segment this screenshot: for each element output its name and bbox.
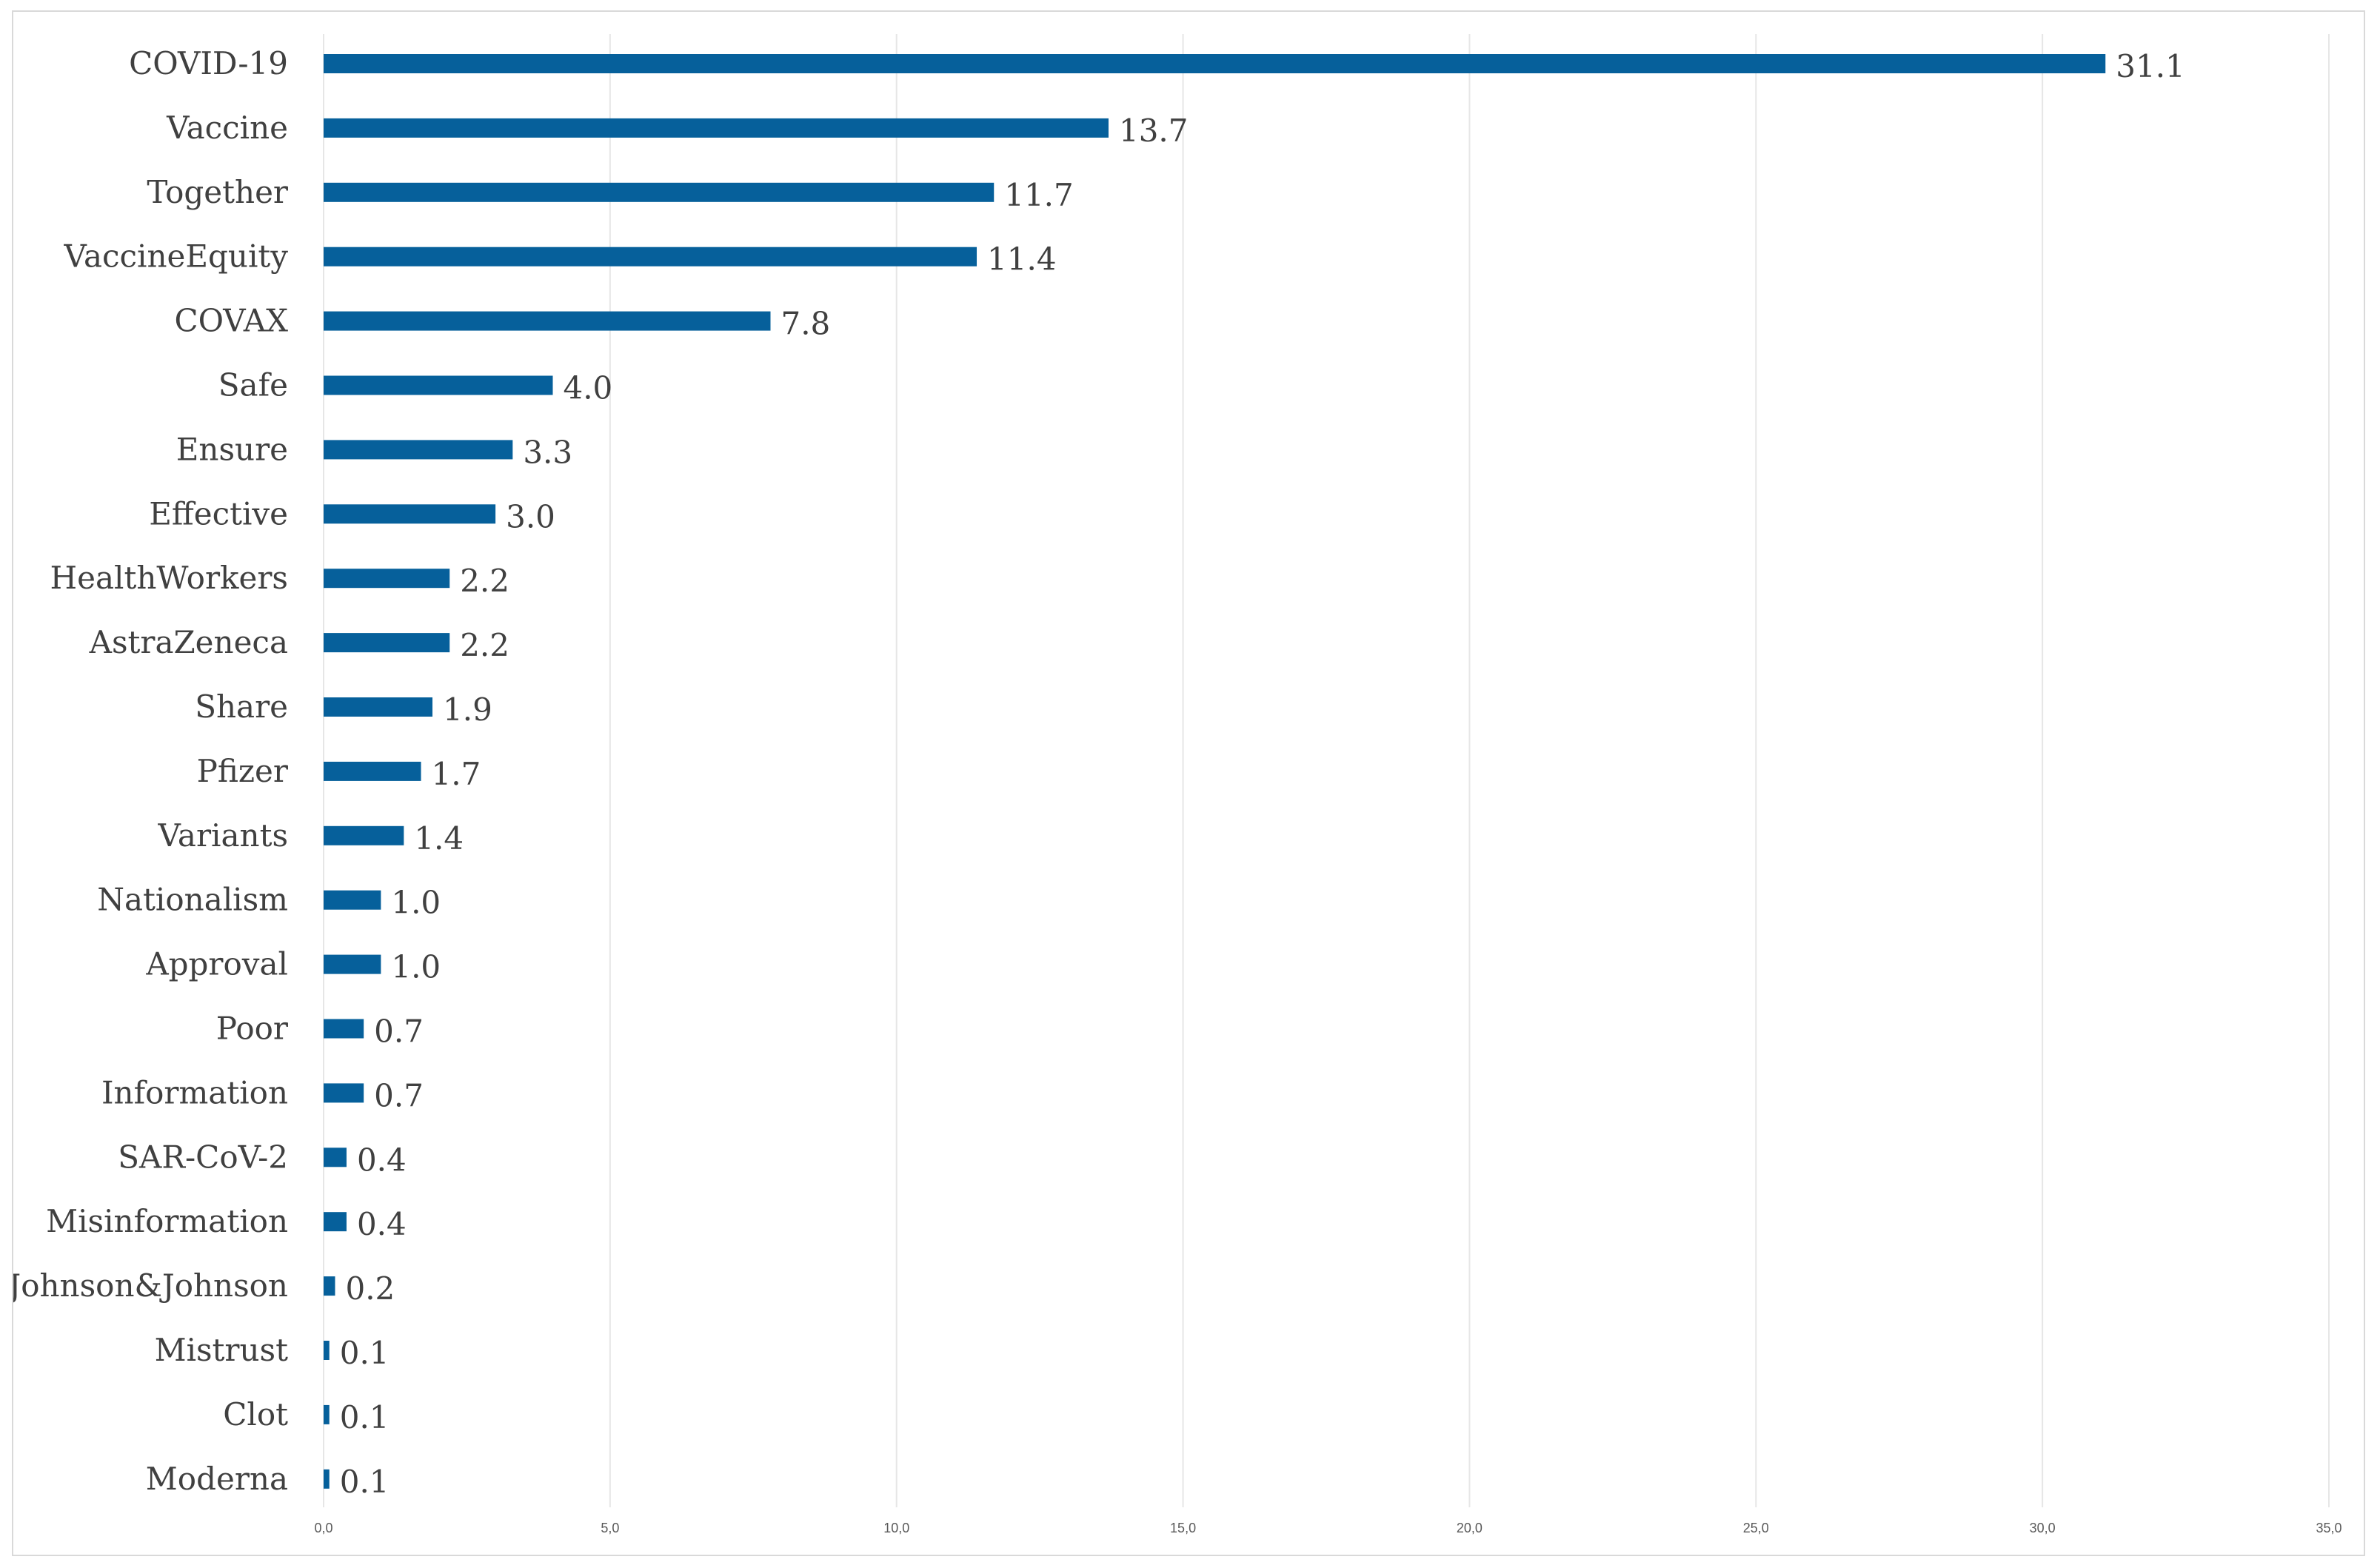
value-label: 0.4 bbox=[357, 1142, 407, 1178]
category-label: VaccineEquity bbox=[63, 238, 288, 275]
value-label: 4.0 bbox=[563, 370, 612, 406]
value-label: 0.1 bbox=[340, 1335, 390, 1371]
bar-chart: 0,0 5,0 10,0 15,0 20,0 25,0 30,0 35,0 COVID-19 V… bbox=[13, 34, 2342, 1535]
bar bbox=[324, 1469, 330, 1489]
bar bbox=[324, 311, 771, 331]
bar bbox=[324, 54, 2106, 73]
value-label: 0.4 bbox=[357, 1206, 407, 1242]
category-label: Mistrust bbox=[155, 1332, 289, 1368]
bar bbox=[324, 1019, 364, 1039]
x-tick-label: 25,0 bbox=[1743, 1521, 1769, 1535]
value-label: 7.8 bbox=[780, 306, 830, 342]
category-label: Information bbox=[101, 1074, 288, 1110]
bar bbox=[324, 1212, 347, 1232]
value-label: 3.0 bbox=[506, 498, 555, 535]
category-label: Johnson&Johnson bbox=[13, 1267, 288, 1304]
value-label: 1.0 bbox=[391, 885, 441, 921]
bar bbox=[324, 247, 977, 267]
x-tick-label: 30,0 bbox=[2030, 1521, 2056, 1535]
x-tick-label: 5,0 bbox=[601, 1521, 619, 1535]
x-tick-label: 15,0 bbox=[1170, 1521, 1196, 1535]
bar bbox=[324, 890, 381, 910]
value-label: 11.7 bbox=[1004, 177, 1074, 213]
value-label: 0.7 bbox=[374, 1077, 424, 1113]
category-label: Misinformation bbox=[46, 1203, 288, 1239]
category-label: Poor bbox=[216, 1011, 289, 1047]
value-label: 1.0 bbox=[391, 949, 441, 985]
bar bbox=[324, 569, 450, 589]
category-label: Moderna bbox=[146, 1461, 288, 1497]
bar bbox=[324, 633, 450, 653]
category-label: Nationalism bbox=[97, 882, 288, 918]
category-label: SAR-CoV-2 bbox=[118, 1139, 288, 1175]
value-label: 11.4 bbox=[987, 241, 1057, 278]
bar bbox=[324, 954, 381, 974]
bar bbox=[324, 440, 513, 460]
category-label: Effective bbox=[149, 495, 288, 532]
bar bbox=[324, 697, 433, 717]
category-label: AstraZeneca bbox=[89, 624, 288, 660]
category-label: Vaccine bbox=[166, 110, 288, 146]
value-label: 0.2 bbox=[345, 1270, 395, 1307]
bar bbox=[324, 761, 421, 781]
bar bbox=[324, 1276, 335, 1296]
x-axis-ticks: 0,0 5,0 10,0 15,0 20,0 25,0 30,0 35,0 bbox=[314, 1521, 2341, 1535]
value-label: 31.1 bbox=[2116, 48, 2185, 84]
category-label: COVID-19 bbox=[129, 45, 288, 81]
value-label: 0.1 bbox=[340, 1399, 390, 1435]
value-label: 3.3 bbox=[523, 434, 572, 470]
bar bbox=[324, 182, 995, 202]
category-label: HealthWorkers bbox=[50, 560, 288, 596]
value-label: 2.2 bbox=[460, 627, 509, 663]
chart-frame: 0,0 5,0 10,0 15,0 20,0 25,0 30,0 35,0 COVID-19 V… bbox=[12, 10, 2365, 1556]
bars bbox=[324, 54, 2106, 1489]
category-label: Pfizer bbox=[197, 753, 289, 789]
value-label: 13.7 bbox=[1119, 113, 1189, 149]
bar bbox=[324, 1147, 347, 1167]
category-label: Safe bbox=[218, 367, 288, 403]
category-label: COVAX bbox=[174, 303, 288, 339]
bar bbox=[324, 1083, 364, 1103]
value-label: 1.9 bbox=[443, 691, 492, 728]
x-tick-label: 10,0 bbox=[883, 1521, 909, 1535]
x-tick-label: 35,0 bbox=[2316, 1521, 2341, 1535]
gridlines bbox=[323, 34, 2330, 1507]
value-labels: 31.1 13.7 11.7 11.4 7.8 4.0 3.3 3.0 2.2 2.2 1.9 1.7… bbox=[340, 48, 2185, 1500]
bar bbox=[324, 375, 553, 395]
category-label: Share bbox=[195, 688, 288, 725]
bar bbox=[324, 1404, 330, 1424]
bar bbox=[324, 1341, 330, 1360]
category-label: Together bbox=[147, 174, 289, 210]
category-label: Ensure bbox=[176, 431, 288, 467]
category-label: Approval bbox=[145, 946, 288, 982]
value-label: 2.2 bbox=[460, 563, 509, 599]
value-label: 0.7 bbox=[374, 1013, 424, 1050]
value-label: 0.1 bbox=[340, 1464, 390, 1500]
x-tick-label: 20,0 bbox=[1457, 1521, 1483, 1535]
bar bbox=[324, 118, 1109, 138]
x-tick-label: 0,0 bbox=[314, 1521, 332, 1535]
value-label: 1.4 bbox=[414, 820, 464, 857]
bar bbox=[324, 504, 496, 524]
value-label: 1.7 bbox=[432, 756, 481, 792]
category-label: Variants bbox=[157, 817, 288, 854]
bar bbox=[324, 825, 404, 845]
category-label: Clot bbox=[223, 1396, 288, 1433]
category-labels: COVID-19 Vaccine Together VaccineEquity COVA… bbox=[13, 45, 289, 1497]
